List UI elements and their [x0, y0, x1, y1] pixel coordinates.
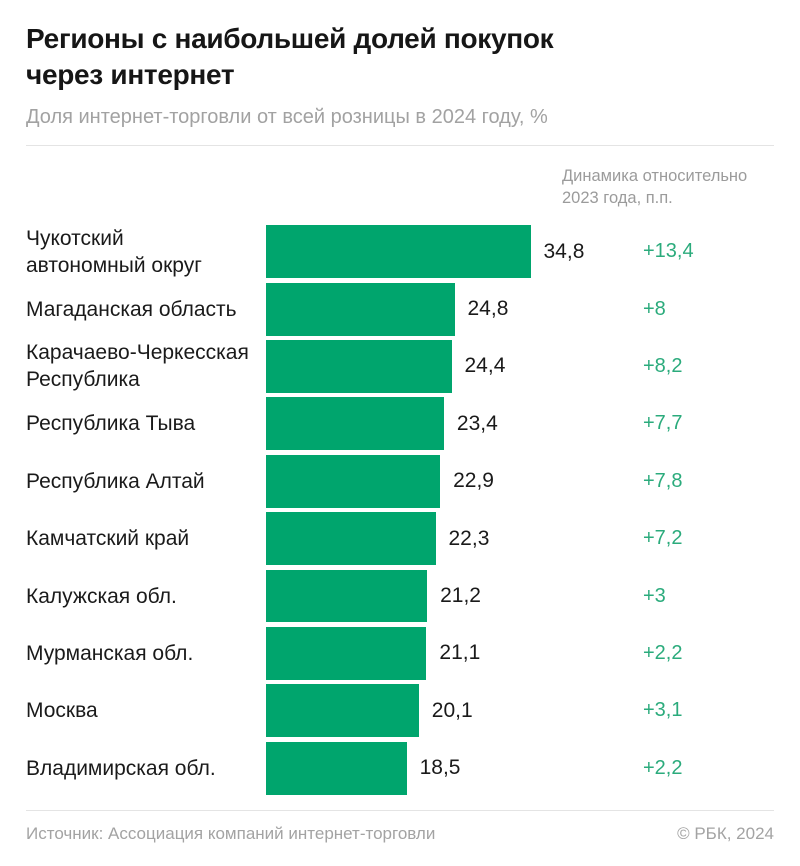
delta-column-header: Динамика относительно 2023 года, п.п.: [562, 167, 748, 207]
value-label: 21,1: [439, 641, 481, 665]
region-label: Камчатский край: [26, 527, 190, 551]
delta-label: +2,2: [643, 756, 683, 779]
value-bar: [266, 684, 419, 738]
delta-label: +8,2: [643, 354, 683, 377]
value-label: 21,2: [440, 584, 481, 608]
value-bar: [266, 340, 452, 393]
delta-label: +7,8: [643, 469, 683, 492]
bar-chart: Чукотский автономный округ 34,8 +13,4 Ма…: [26, 223, 774, 797]
chart-row: Москва 20,1 +3,1: [26, 682, 774, 739]
source-credit: Источник: Ассоциация компаний интернет-т…: [26, 823, 436, 843]
region-label: Владимирская обл.: [26, 756, 216, 780]
chart-row: Камчатский край 22,3 +7,2: [26, 510, 774, 567]
value-label: 34,8: [543, 239, 585, 263]
delta-label: +13,4: [643, 240, 694, 263]
value-bar: [266, 282, 455, 336]
region-label: Магаданская область: [26, 297, 237, 321]
delta-label: +3: [643, 584, 666, 607]
value-bar: [266, 397, 444, 451]
footer: Источник: Ассоциация компаний интернет-т…: [26, 811, 774, 844]
value-label: 22,9: [453, 469, 494, 493]
region-label: Карачаево-Черкесская Республика: [26, 341, 249, 392]
value-label: 18,5: [419, 756, 461, 780]
value-bar: [266, 626, 427, 680]
value-bar: [266, 741, 407, 795]
bottom-divider: [26, 809, 774, 811]
bar-zone: 22,3: [266, 510, 643, 567]
delta-label: +8: [643, 297, 666, 320]
delta-label: +2,2: [643, 641, 683, 664]
chart-row: Мурманская обл. 21,1 +2,2: [26, 625, 774, 682]
value-label: 22,3: [448, 526, 490, 550]
value-bar: [266, 225, 531, 279]
region-label: Калужская обл.: [26, 584, 177, 608]
region-label: Республика Алтай: [26, 469, 205, 493]
bar-zone: 20,1: [266, 682, 643, 739]
top-divider: [26, 145, 774, 146]
chart-row: Калужская обл. 21,2 +3: [26, 567, 774, 624]
value-bar: [266, 512, 436, 566]
delta-label: +7,2: [643, 527, 683, 550]
value-label: 20,1: [431, 698, 473, 722]
chart-row: Чукотский автономный округ 34,8 +13,4: [26, 223, 774, 280]
region-label: Мурманская обл.: [26, 641, 194, 665]
chart-row: Республика Тыва 23,4 +7,7: [26, 395, 774, 452]
chart-row: Владимирская обл. 18,5 +2,2: [26, 740, 774, 797]
value-bar: [266, 569, 428, 623]
region-label: Москва: [26, 699, 98, 723]
delta-label: +7,7: [643, 412, 683, 435]
bar-zone: 24,4: [266, 338, 643, 395]
region-label: Республика Тыва: [26, 412, 196, 436]
chart-row: Карачаево-Черкесская Республика 24,4 +8,…: [26, 338, 774, 395]
value-label: 24,4: [464, 354, 506, 378]
bar-zone: 21,2: [266, 567, 643, 624]
copyright: © РБК, 2024: [677, 823, 774, 843]
infographic-card: Регионы с наибольшей долей покупок через…: [26, 23, 774, 844]
value-label: 23,4: [456, 411, 498, 435]
bar-zone: 18,5: [266, 740, 643, 797]
value-bar: [266, 454, 441, 508]
page-title: Регионы с наибольшей долей покупок через…: [26, 23, 554, 90]
bar-zone: 34,8: [266, 223, 643, 280]
bar-zone: 24,8: [266, 280, 643, 337]
chart-row: Магаданская область 24,8 +8: [26, 280, 774, 337]
value-label: 24,8: [467, 297, 509, 321]
chart-subtitle: Доля интернет-торговли от всей розницы в…: [26, 106, 548, 128]
bar-zone: 23,4: [266, 395, 643, 452]
bar-zone: 22,9: [266, 453, 643, 510]
delta-label: +3,1: [643, 699, 683, 722]
chart-row: Республика Алтай 22,9 +7,8: [26, 453, 774, 510]
region-label: Чукотский автономный округ: [26, 226, 202, 277]
bar-zone: 21,1: [266, 625, 643, 682]
